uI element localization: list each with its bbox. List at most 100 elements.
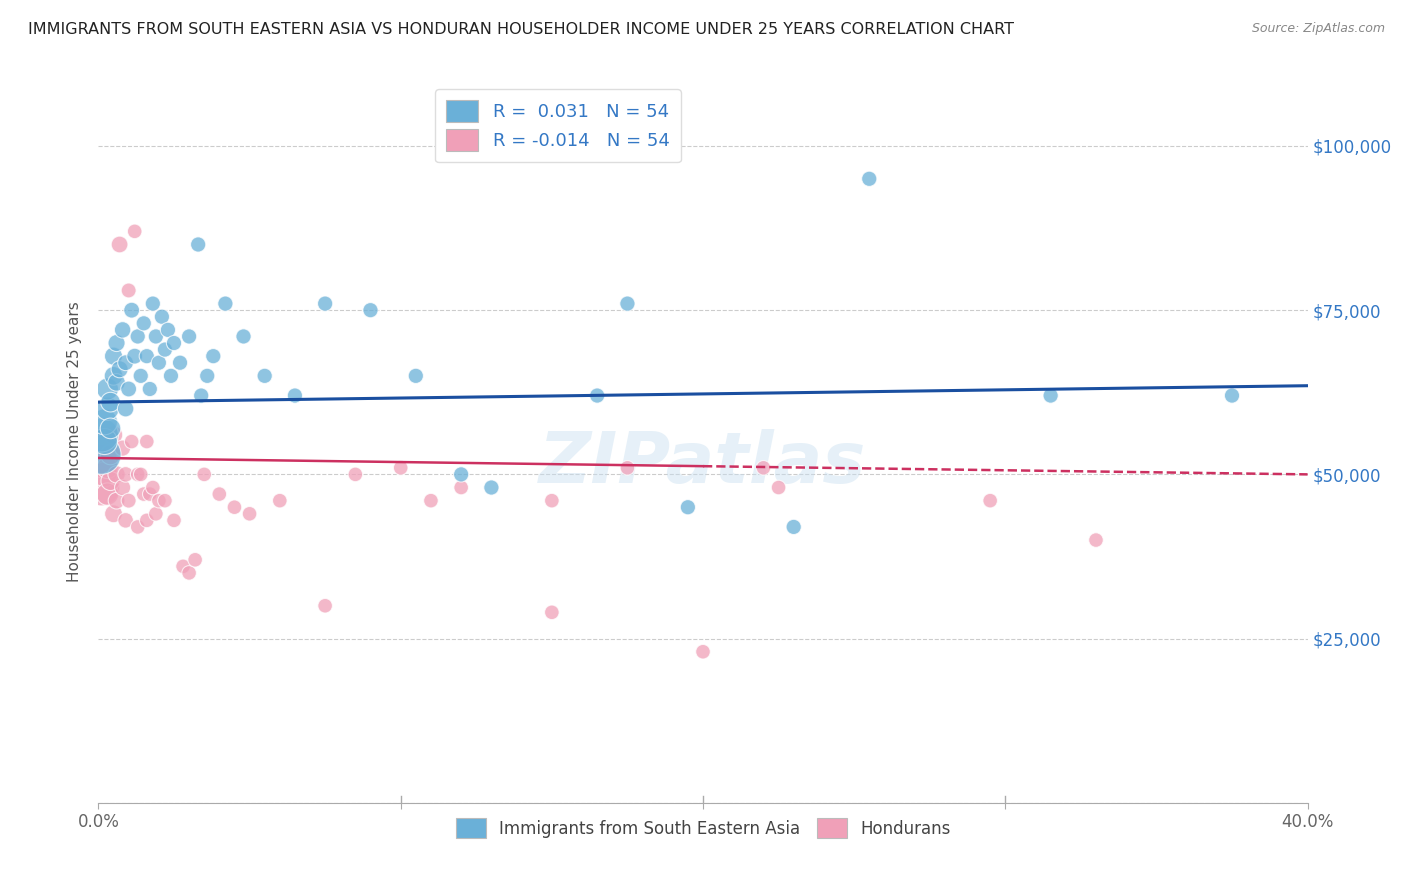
Point	[156, 323, 179, 337]
Y-axis label: Householder Income Under 25 years: Householder Income Under 25 years	[67, 301, 83, 582]
Point	[153, 493, 176, 508]
Point	[420, 493, 443, 508]
Point	[93, 415, 115, 429]
Point	[676, 500, 699, 515]
Point	[118, 284, 141, 298]
Point	[269, 493, 291, 508]
Point	[103, 368, 125, 383]
Point	[979, 493, 1001, 508]
Point	[232, 329, 254, 343]
Point	[121, 434, 143, 449]
Point	[121, 303, 143, 318]
Point	[103, 428, 125, 442]
Point	[114, 401, 136, 416]
Point	[90, 454, 112, 468]
Point	[103, 349, 125, 363]
Point	[692, 645, 714, 659]
Point	[132, 487, 155, 501]
Point	[90, 481, 112, 495]
Point	[142, 296, 165, 310]
Point	[118, 493, 141, 508]
Point	[100, 474, 122, 488]
Point	[105, 467, 128, 482]
Point	[195, 368, 218, 383]
Point	[253, 368, 276, 383]
Point	[214, 296, 236, 310]
Point	[118, 382, 141, 396]
Point	[100, 395, 122, 409]
Point	[187, 237, 209, 252]
Point	[127, 329, 149, 343]
Point	[1039, 388, 1062, 402]
Legend: Immigrants from South Eastern Asia, Hondurans: Immigrants from South Eastern Asia, Hond…	[449, 812, 957, 845]
Point	[163, 513, 186, 527]
Point	[90, 428, 112, 442]
Point	[139, 487, 162, 501]
Point	[145, 507, 167, 521]
Point	[160, 368, 183, 383]
Point	[124, 349, 146, 363]
Point	[148, 356, 170, 370]
Point	[344, 467, 367, 482]
Point	[142, 481, 165, 495]
Point	[114, 356, 136, 370]
Point	[93, 434, 115, 449]
Point	[540, 493, 562, 508]
Point	[145, 329, 167, 343]
Point	[616, 296, 638, 310]
Point	[224, 500, 246, 515]
Point	[135, 434, 157, 449]
Point	[103, 507, 125, 521]
Point	[111, 441, 134, 455]
Point	[114, 467, 136, 482]
Point	[768, 481, 790, 495]
Point	[616, 460, 638, 475]
Point	[314, 599, 336, 613]
Point	[360, 303, 382, 318]
Point	[90, 448, 112, 462]
Point	[169, 356, 191, 370]
Point	[172, 559, 194, 574]
Point	[129, 368, 152, 383]
Point	[179, 566, 201, 580]
Point	[105, 336, 128, 351]
Point	[450, 481, 472, 495]
Point	[405, 368, 427, 383]
Text: IMMIGRANTS FROM SOUTH EASTERN ASIA VS HONDURAN HOUSEHOLDER INCOME UNDER 25 YEARS: IMMIGRANTS FROM SOUTH EASTERN ASIA VS HO…	[28, 22, 1014, 37]
Point	[184, 553, 207, 567]
Point	[148, 493, 170, 508]
Point	[153, 343, 176, 357]
Point	[100, 421, 122, 435]
Point	[586, 388, 609, 402]
Point	[105, 376, 128, 390]
Point	[129, 467, 152, 482]
Point	[96, 487, 118, 501]
Point	[190, 388, 212, 402]
Point	[108, 237, 131, 252]
Point	[163, 336, 186, 351]
Point	[111, 323, 134, 337]
Point	[193, 467, 215, 482]
Point	[114, 513, 136, 527]
Point	[105, 493, 128, 508]
Point	[314, 296, 336, 310]
Point	[135, 349, 157, 363]
Point	[752, 460, 775, 475]
Point	[150, 310, 173, 324]
Point	[450, 467, 472, 482]
Text: ZIPatlas: ZIPatlas	[540, 429, 866, 498]
Point	[481, 481, 503, 495]
Point	[783, 520, 806, 534]
Point	[858, 171, 880, 186]
Point	[1220, 388, 1243, 402]
Point	[93, 434, 115, 449]
Point	[108, 362, 131, 376]
Point	[284, 388, 307, 402]
Point	[100, 448, 122, 462]
Point	[135, 513, 157, 527]
Text: Source: ZipAtlas.com: Source: ZipAtlas.com	[1251, 22, 1385, 36]
Point	[96, 382, 118, 396]
Point	[1085, 533, 1108, 547]
Point	[208, 487, 231, 501]
Point	[139, 382, 162, 396]
